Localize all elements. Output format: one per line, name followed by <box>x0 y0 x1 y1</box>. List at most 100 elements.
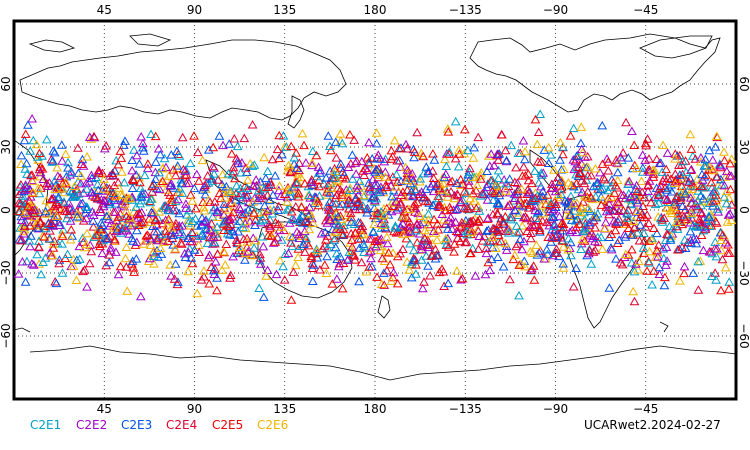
observation-triangle <box>711 172 722 181</box>
observation-triangle <box>474 206 485 215</box>
observation-triangle <box>207 212 218 221</box>
observation-triangle <box>473 217 484 226</box>
observation-triangle <box>395 162 406 171</box>
observation-triangle <box>590 236 600 246</box>
lon-tick-top: 135 <box>273 3 296 17</box>
observation-triangle <box>129 267 139 276</box>
observation-triangle <box>172 163 182 172</box>
observation-triangle <box>706 271 717 280</box>
observation-triangle <box>327 279 338 288</box>
observation-triangle <box>45 226 55 235</box>
observation-triangle <box>577 147 588 157</box>
observation-triangle <box>620 232 631 241</box>
observation-triangle <box>209 196 220 206</box>
observation-triangle <box>138 142 148 152</box>
observation-triangle <box>419 277 429 286</box>
observation-triangle <box>346 212 356 222</box>
observation-triangle <box>138 239 149 248</box>
observation-triangle <box>369 180 380 189</box>
observation-triangle <box>84 132 95 141</box>
observation-triangle <box>96 224 107 234</box>
observation-triangle <box>690 154 701 163</box>
observation-triangle <box>38 174 49 183</box>
observation-triangle <box>725 158 735 168</box>
observation-triangle <box>439 281 449 290</box>
observation-triangle <box>248 197 258 206</box>
observation-triangle <box>590 212 600 221</box>
observation-triangle <box>147 187 158 196</box>
observation-triangle <box>457 179 468 188</box>
observation-triangle <box>542 249 553 258</box>
observation-triangle <box>272 144 283 154</box>
observation-triangle <box>54 220 65 229</box>
observation-triangle <box>500 238 511 248</box>
observation-triangle <box>258 191 269 201</box>
observation-triangle <box>32 218 43 228</box>
observation-triangle <box>513 148 524 157</box>
observation-triangle <box>452 233 463 242</box>
observation-triangle <box>379 280 390 289</box>
observation-triangle <box>455 180 466 189</box>
observation-triangle <box>247 161 258 170</box>
observation-triangle <box>203 145 214 154</box>
observation-triangle <box>706 177 717 187</box>
observation-triangle <box>342 210 352 219</box>
observation-triangle <box>147 208 158 218</box>
observation-triangle <box>531 240 542 249</box>
observation-triangle <box>719 180 730 190</box>
observation-triangle <box>627 244 637 254</box>
observation-triangle <box>307 160 317 170</box>
observation-triangle <box>364 182 375 191</box>
observation-triangle <box>443 278 454 288</box>
observation-triangle <box>286 238 296 247</box>
observation-triangle <box>353 197 363 206</box>
observation-triangle <box>526 228 536 237</box>
observation-triangle <box>419 233 430 243</box>
observation-triangle <box>618 190 629 199</box>
observation-triangle <box>330 137 341 146</box>
observation-triangle <box>164 171 174 180</box>
observation-triangle <box>222 221 233 230</box>
observation-triangle <box>209 169 219 178</box>
observation-triangle <box>636 176 647 185</box>
observation-triangle <box>127 165 137 175</box>
observation-triangle <box>710 216 721 226</box>
observation-triangle <box>433 191 444 200</box>
observation-triangle <box>48 239 59 248</box>
observation-triangle <box>577 234 588 244</box>
observation-markers <box>13 109 737 306</box>
observation-triangle <box>229 201 240 210</box>
observation-triangle <box>334 220 345 230</box>
observation-triangle <box>49 147 60 157</box>
observation-triangle <box>427 251 437 260</box>
observation-triangle <box>333 261 344 271</box>
observation-triangle <box>704 212 714 222</box>
observation-triangle <box>27 176 38 186</box>
observation-triangle <box>322 242 333 252</box>
observation-triangle <box>522 226 533 235</box>
observation-triangle <box>191 203 201 213</box>
observation-triangle <box>369 219 380 228</box>
observation-triangle <box>623 213 633 222</box>
observation-triangle <box>487 232 498 241</box>
observation-triangle <box>597 244 608 253</box>
observation-triangle <box>283 160 294 170</box>
observation-triangle <box>57 229 68 239</box>
observation-triangle <box>224 229 235 239</box>
observation-triangle <box>217 179 227 189</box>
observation-triangle <box>395 197 406 207</box>
observation-triangle <box>20 129 31 138</box>
observation-triangle <box>229 133 240 143</box>
observation-triangle <box>504 187 515 197</box>
observation-triangle <box>432 219 443 228</box>
observation-triangle <box>381 182 392 192</box>
observation-triangle <box>57 268 68 277</box>
observation-triangle <box>19 221 30 230</box>
observation-triangle <box>600 223 611 233</box>
observation-triangle <box>640 155 650 165</box>
observation-triangle <box>298 239 309 249</box>
observation-triangle <box>639 192 650 202</box>
observation-triangle <box>218 246 229 256</box>
observation-triangle <box>85 240 96 249</box>
observation-triangle <box>202 170 213 180</box>
